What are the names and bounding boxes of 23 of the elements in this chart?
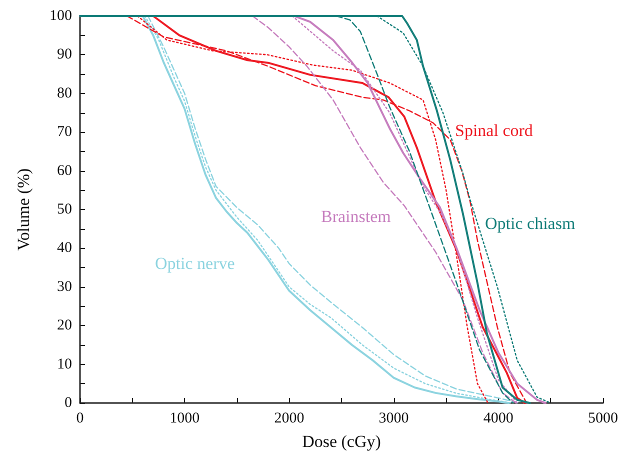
y-tick-label: 50 [57, 202, 72, 218]
x-tick-label: 2000 [274, 410, 304, 426]
annotation: Optic nerve [155, 254, 235, 273]
y-tick-label: 60 [57, 162, 72, 179]
x-tick-label: 1000 [170, 410, 200, 426]
y-tick-label: 40 [57, 240, 72, 256]
x-tick-label: 5000 [588, 410, 618, 426]
x-tick-label: 0 [76, 410, 84, 426]
annotation: Optic chiasm [485, 214, 576, 233]
annotation: Spinal cord [455, 121, 534, 140]
y-tick-label: 0 [64, 395, 72, 411]
x-tick-label: 3000 [378, 410, 409, 426]
y-tick-label: 30 [57, 278, 72, 295]
y-tick-label: 80 [57, 85, 72, 102]
x-axis-title: Dose (cGy) [302, 432, 381, 451]
x-tick-label: 4000 [483, 410, 514, 426]
y-tick-label: 20 [57, 318, 72, 334]
annotation: Brainstem [321, 207, 391, 226]
y-tick-label: 10 [57, 356, 72, 372]
y-tick-label: 100 [50, 8, 72, 24]
y-tick-label: 70 [57, 124, 72, 140]
y-axis-title: Volume (%) [14, 168, 33, 251]
y-tick-label: 90 [57, 46, 72, 63]
